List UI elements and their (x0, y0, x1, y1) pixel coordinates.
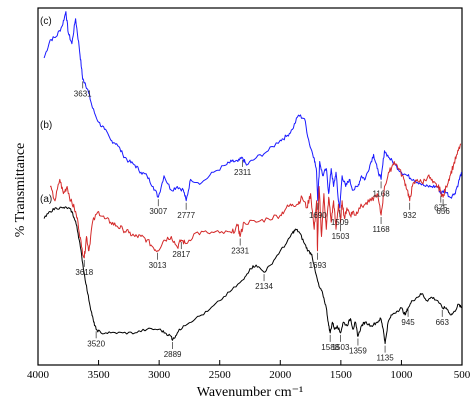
peak-label: 2134 (255, 282, 273, 291)
peak-label: 945 (401, 318, 415, 327)
peak-label: 2331 (231, 246, 249, 255)
peak-label: 932 (403, 211, 417, 220)
x-tick-label: 1000 (390, 369, 413, 381)
peak-label: 1503 (332, 343, 350, 352)
peak-label: 3618 (75, 268, 93, 277)
series-line-1 (49, 143, 462, 259)
peak-label: 1503 (332, 232, 350, 241)
peak-label: 1168 (372, 189, 390, 198)
series-label-0: (c) (40, 16, 52, 27)
peak-label: 675 (434, 204, 448, 213)
peak-label: 1693 (309, 261, 327, 270)
peak-annotations: 3631 3007 2777 2311 1690 1509 1168 675 3618 3013 2… (74, 81, 450, 363)
series-label-2: (a) (40, 194, 52, 205)
series-layer (43, 11, 462, 345)
series-line-2 (43, 206, 462, 345)
peak-label: 2817 (172, 250, 190, 259)
peak-label: 663 (436, 318, 450, 327)
plot-frame (37, 7, 463, 366)
peak-label: 1690 (309, 211, 327, 220)
y-axis-title: % Transmittance (13, 143, 28, 238)
x-tick-label: 4000 (27, 369, 50, 381)
peak-label: 1168 (372, 225, 390, 234)
x-tick-label: 2000 (269, 369, 292, 381)
series-label-1: (b) (40, 120, 52, 131)
series-labels: (c) (b) (a) (40, 16, 52, 205)
peak-label: 3520 (87, 339, 105, 348)
peak-label: 2777 (177, 211, 195, 220)
x-tick-label: 1500 (330, 369, 353, 381)
peak-label: 1509 (331, 218, 349, 227)
x-axis-title: Wavenumber cm⁻¹ (197, 385, 303, 400)
x-tick-label: 3000 (148, 369, 171, 381)
series-line-0 (43, 11, 462, 209)
x-axis-ticks: 4000 3500 3000 2500 2000 1500 1000 500 (27, 360, 471, 381)
peak-label: 3631 (74, 89, 92, 98)
x-tick-label: 3500 (88, 369, 111, 381)
x-tick-label: 2500 (209, 369, 232, 381)
peak-label: 1135 (376, 354, 394, 363)
peak-label: 1359 (349, 346, 367, 355)
peak-label: 2889 (164, 350, 182, 359)
x-tick-label: 500 (454, 369, 471, 381)
peak-label: 3007 (149, 207, 167, 216)
peak-label: 3013 (149, 261, 167, 270)
peak-label: 1588 (321, 343, 339, 352)
peak-label: 2311 (234, 168, 252, 177)
peak-label: 656 (436, 207, 450, 216)
